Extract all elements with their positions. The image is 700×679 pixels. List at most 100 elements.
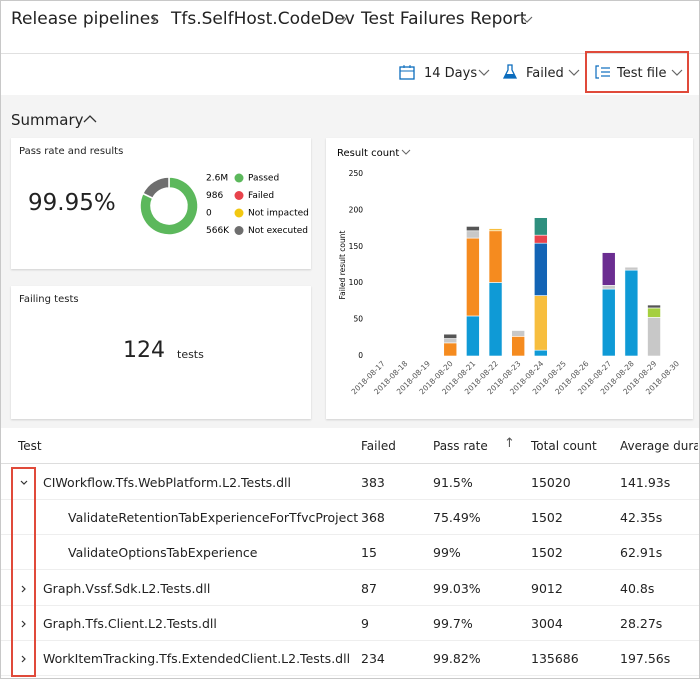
legend-label: Not impacted [248,209,309,219]
sort-arrow[interactable]: ↑ [504,436,515,451]
dropdown-chevron[interactable] [521,15,533,25]
legend-value: 566K [206,226,230,236]
chevron-icon[interactable] [19,654,29,664]
y-tick-label: 200 [349,205,364,214]
dropdown-chevron[interactable] [671,69,683,77]
row-divider [1,604,699,606]
donut-chart: 2.6M Passed 986 Failed 0 Not impacted 566K Not … [139,173,309,236]
column-header[interactable]: Average duration [620,439,698,453]
column-header[interactable]: Failed [361,439,396,453]
cell: 368 [361,510,385,526]
filter-outcome[interactable]: Failed [526,66,564,81]
breadcrumb-item[interactable]: Tfs.SelfHost.CodeDev [171,9,355,29]
test-name[interactable]: WorkItemTracking.Tfs.ExtendedClient.L2.T… [43,651,351,666]
cell: 141.93s [620,475,671,490]
test-name[interactable]: ValidateRetentionTabExperienceForTfvcPro… [68,510,359,526]
bar-segment [466,230,480,239]
bar-segment [443,338,458,344]
cell: 99.03% [433,580,481,596]
legend-value: 2.6M [206,174,228,184]
calendar-icon [399,65,415,80]
filter-group[interactable]: Test file [617,66,667,81]
legend-dot [234,173,244,183]
cell: 42.35s [620,510,663,526]
column-header[interactable]: Total count [531,439,597,453]
cell: 75.49% [433,510,481,526]
bar-segment [511,330,525,337]
bar-segment [534,349,548,357]
test-name[interactable]: ValidateOptionsTabExperience [68,545,258,561]
failing-unit: tests [177,348,204,361]
collapse-chevron[interactable] [19,476,29,486]
filter-days[interactable]: 14 Days [424,66,478,81]
highlight-box [11,467,36,677]
bar-segment [601,252,616,286]
breadcrumb-item[interactable]: Release pipelines [11,9,160,29]
legend-dot [234,226,244,235]
bar-segment [601,288,616,357]
results-table: Test Failed Pass rate Total count Average du… [1,428,699,678]
expand-chevron[interactable] [19,652,29,664]
cell: 9012 [531,580,563,596]
divider [1,53,699,54]
bar-segment [443,342,458,357]
summary-title[interactable]: Summary [11,111,84,129]
cell: 15020 [531,475,571,490]
bar-segment [647,317,661,357]
cell: 28.27s [620,615,663,631]
row-divider [1,675,699,676]
cell: 99.7% [433,615,473,631]
test-name[interactable]: Graph.Tfs.Client.L2.Tests.dll [43,615,217,631]
chevron-icon[interactable] [19,478,29,488]
row-divider [1,534,699,536]
dropdown-chevron[interactable] [401,149,411,155]
dropdown-chevron[interactable] [568,69,580,77]
cell: 87 [361,580,377,596]
collapse-chevron[interactable] [83,115,97,124]
bar-segment [443,333,458,339]
dropdown-chevron[interactable] [478,69,490,77]
bar-segment [466,237,480,317]
cell: 383 [361,475,385,490]
failing-count: 124 [123,338,165,363]
cell: 3004 [531,615,563,631]
legend-dot [234,191,244,200]
bar-segment [511,336,525,357]
expand-chevron[interactable] [19,582,29,594]
pass-rate-card: Pass rate and results 99.95% 2.6M Passed 9… [11,138,311,269]
card-title: Failing tests [19,294,79,305]
cell: 234 [361,651,385,666]
bar-segment [647,307,661,318]
bar-segment [534,234,548,244]
bar-segment [624,269,639,357]
card-title: Pass rate and results [19,146,124,157]
bar-segment [624,266,639,271]
donut-slice [141,176,170,200]
chevron-icon[interactable] [19,619,29,629]
cell: 40.8s [620,580,655,596]
y-tick-label: 0 [358,351,363,360]
test-name[interactable]: Graph.Vssf.Sdk.L2.Tests.dll [43,580,211,596]
y-axis-label: Failed result count [338,230,347,299]
cell: 15 [361,545,377,561]
toolbar: 14 Days Failed Test file [1,51,699,94]
chevron-icon[interactable] [19,584,29,594]
breadcrumb-item[interactable]: Test Failures Report [361,9,527,29]
bar-chart: Result count Failed result count 0 50 100 150… [337,148,681,396]
legend-label: Not executed [248,226,308,236]
separator: › [151,9,158,29]
cell: 197.56s [620,651,671,666]
summary-area: Summary Pass rate and results 99.95% 2.6… [1,95,699,428]
cell: 99% [433,545,461,561]
bar-segment [647,304,661,309]
expand-chevron[interactable] [19,617,29,629]
result-count-card: Result count Failed result count 0 50 100 150… [326,138,693,419]
bar-segment [488,282,503,357]
column-header[interactable]: Test [18,439,42,453]
failing-tests-card: Failing tests 124 tests [11,286,311,419]
group-icon [595,65,610,79]
column-header[interactable]: Pass rate [433,439,488,453]
test-name[interactable]: CIWorkflow.Tfs.WebPlatform.L2.Tests.dll [43,475,291,490]
